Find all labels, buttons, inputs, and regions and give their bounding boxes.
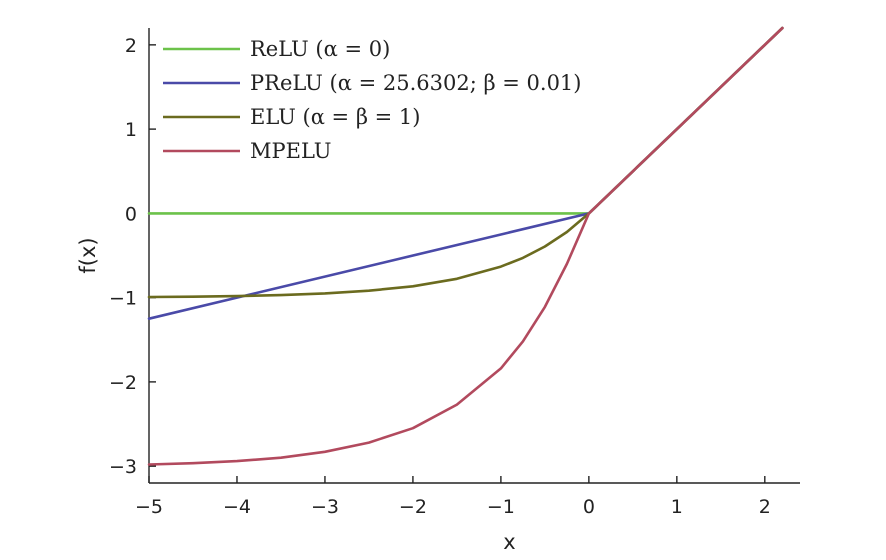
y-tick-label: −2 [109,372,137,394]
y-tick-label: −3 [109,456,137,478]
series-layer [147,26,784,466]
y-tick-label: 2 [125,35,137,57]
x-tick-label: −1 [487,496,515,518]
legend-label-0: ReLU (α = 0) [250,37,390,61]
x-axis-label: x [503,530,515,554]
x-tick-label: −2 [399,496,427,518]
x-tick-label: −3 [311,496,339,518]
legend-label-2: ELU (α = β = 1) [250,105,420,129]
legend-label-1: PReLU (α = 25.6302; β = 0.01) [250,71,582,95]
y-axis-label: f(x) [76,237,100,273]
x-tick-label: 2 [759,496,771,518]
y-tick-label: 1 [125,119,137,141]
legend-label-3: MPELU [250,139,331,163]
legend: ReLU (α = 0) PReLU (α = 25.6302; β = 0.01… [163,37,582,163]
axes: −5 −4 −3 −2 −1 0 1 2 −3 −2 −1 0 1 2 [109,28,800,518]
x-tick-label: 0 [583,496,595,518]
x-tick-label: −5 [135,496,163,518]
y-tick-label: 0 [125,203,137,225]
series-line-2 [147,26,784,299]
x-tick-label: −4 [223,496,251,518]
y-tick-label: −1 [109,288,137,310]
x-tick-label: 1 [671,496,683,518]
series-line-3 [147,26,784,466]
